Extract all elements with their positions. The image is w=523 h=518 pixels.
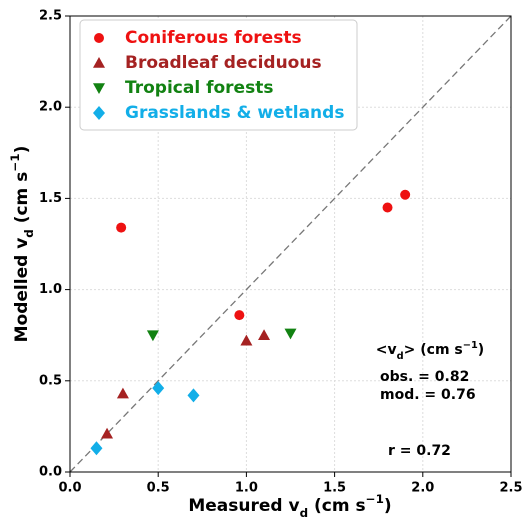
legend-marker xyxy=(94,33,104,43)
text-part: ) xyxy=(12,146,32,154)
legend-label: Coniferous forests xyxy=(125,28,302,48)
y-tick-label: 0.0 xyxy=(39,465,62,480)
x-tick-label: 2.0 xyxy=(411,481,434,496)
data-point xyxy=(116,387,129,399)
data-point xyxy=(258,329,271,340)
text-part: Modelled v xyxy=(12,238,32,343)
legend-label: Grasslands & wetlands xyxy=(125,103,344,123)
y-tick-label: 2.5 xyxy=(39,9,62,24)
legend-label: Broadleaf deciduous xyxy=(125,53,322,73)
text-part: <v xyxy=(376,342,397,358)
data-point xyxy=(116,222,127,233)
text-part: d xyxy=(397,351,404,362)
text-part: d xyxy=(300,506,309,518)
x-tick-label: 2.5 xyxy=(499,481,522,496)
text-part: −1 xyxy=(8,153,22,171)
data-point xyxy=(90,441,103,456)
x-tick-label: 1.5 xyxy=(323,481,346,496)
y-tick-label: 0.5 xyxy=(39,373,62,388)
y-tick-label: 2.0 xyxy=(39,100,62,115)
text-part: (cm s xyxy=(12,172,32,230)
data-point xyxy=(101,427,114,439)
annotation: <vd> (cm s−1) xyxy=(376,340,484,362)
annotation: r = 0.72 xyxy=(388,443,451,459)
data-point xyxy=(240,334,253,346)
annotation: mod. = 0.76 xyxy=(380,387,476,403)
y-tick-label: 1.5 xyxy=(39,191,62,206)
legend-label: Tropical forests xyxy=(125,78,273,98)
text-part: d xyxy=(22,229,36,238)
one-to-one-line xyxy=(69,15,512,473)
data-point xyxy=(187,388,200,403)
legend-box xyxy=(79,19,358,131)
text-part: −1 xyxy=(366,492,384,506)
x-tick-label: 0.5 xyxy=(147,481,170,496)
data-point xyxy=(152,381,165,396)
annotation: obs. = 0.82 xyxy=(380,369,469,385)
y-tick-label: 1.0 xyxy=(39,282,62,297)
text-part: ) xyxy=(384,496,392,516)
text-part: > (cm s xyxy=(404,342,463,358)
text-part: r = 0.72 xyxy=(388,443,451,459)
data-point xyxy=(382,202,393,213)
x-axis-label: Measured vd (cm s−1) xyxy=(188,492,391,518)
legend-marker xyxy=(93,57,105,68)
plot-frame xyxy=(69,15,512,473)
y-axis-label: Modelled vd (cm s−1) xyxy=(8,146,36,343)
text-part: ) xyxy=(478,342,484,358)
data-point xyxy=(400,189,411,200)
data-point xyxy=(146,330,159,342)
legend-marker xyxy=(93,106,105,120)
text-part: Measured v xyxy=(188,496,299,516)
data-point xyxy=(284,328,297,340)
x-tick-label: 1.0 xyxy=(235,481,258,496)
text-part: obs. = 0.82 xyxy=(380,369,469,385)
x-tick-label: 0.0 xyxy=(58,481,81,496)
data-point xyxy=(234,310,245,321)
text-part: −1 xyxy=(463,340,478,351)
text-part: (cm s xyxy=(308,496,366,516)
legend-marker xyxy=(93,83,105,94)
text-part: mod. = 0.76 xyxy=(380,387,476,403)
